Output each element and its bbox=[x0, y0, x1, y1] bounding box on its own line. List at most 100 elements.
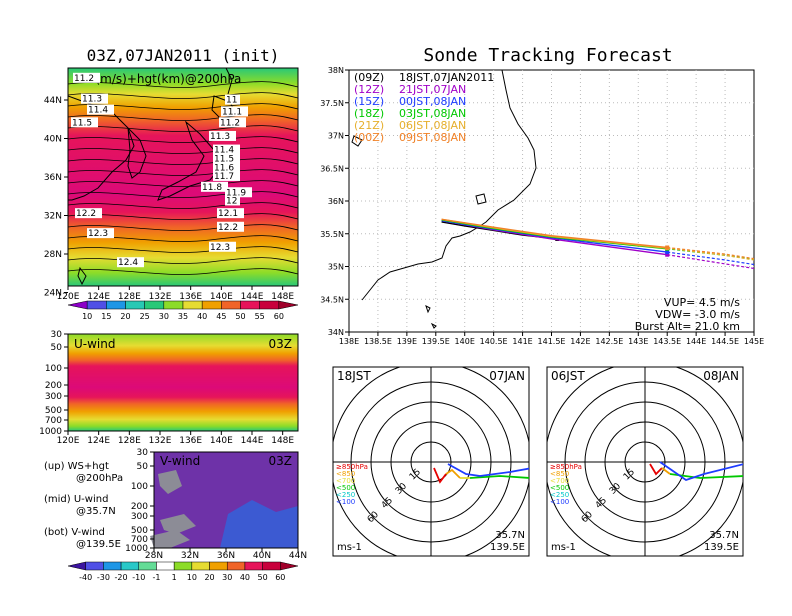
wind-colorbar-cell bbox=[138, 561, 157, 571]
track-lon-tick-label: 139E bbox=[397, 337, 417, 346]
ws-colorbar-label: 50 bbox=[235, 312, 245, 321]
height-contour-line bbox=[68, 136, 298, 143]
track-lon-ticks: 138E 138.5E 139E 139.5E 140E 140.5E 141E 141.5E… bbox=[339, 332, 764, 346]
sado-island bbox=[351, 135, 363, 147]
legend-utc: (09Z) bbox=[354, 71, 384, 84]
wind-colorbar-cell bbox=[120, 561, 140, 571]
map-lat-tick-label: 24N bbox=[44, 289, 62, 299]
uwind-lon-tick-label: 132E bbox=[149, 436, 172, 446]
track-title: Sonde Tracking Forecast bbox=[423, 45, 672, 66]
desc-bot-1: (bot) V-wind bbox=[44, 527, 105, 538]
wind-colorbar-cell bbox=[244, 561, 263, 571]
wind-colorbar-cell bbox=[67, 561, 86, 571]
ws-colorbar-label: 30 bbox=[159, 312, 169, 321]
ws-colorbar-cell bbox=[67, 300, 88, 310]
track-lat-tick-label: 38N bbox=[328, 66, 344, 75]
contour-label: 11.5 bbox=[214, 155, 234, 165]
wind-colorbar-label: -10 bbox=[132, 573, 145, 582]
height-contour-line bbox=[68, 257, 298, 264]
contour-label-bg bbox=[213, 144, 240, 155]
hodograph-trace bbox=[433, 467, 447, 484]
vwind-blob-2 bbox=[160, 514, 196, 534]
contour-label: 11.2 bbox=[220, 118, 240, 128]
uwind-p-tick-label: 200 bbox=[45, 381, 62, 391]
hodograph-legend-label: <850 bbox=[550, 470, 569, 478]
uwind-lon-tick-label: 128E bbox=[118, 436, 141, 446]
uwind-lon-ticks: 120E 124E 128E 132E 136E 140E 144E 148E bbox=[57, 431, 294, 446]
hodograph-lat: 35.7N bbox=[709, 530, 739, 541]
contour-label-bg bbox=[225, 94, 240, 105]
contour-label-bg bbox=[217, 221, 244, 232]
vwind-p-tick-label: 50 bbox=[137, 462, 149, 472]
contour-labels: 11.211.311.411.51111.111.211.311.411.511… bbox=[71, 72, 252, 268]
ws-field bbox=[68, 68, 298, 286]
legend-jst: 03JST,08JAN bbox=[399, 107, 466, 120]
map-lon-tick-label: 120E bbox=[57, 292, 80, 302]
height-contour-line bbox=[68, 246, 298, 253]
ws-colorbar-cell bbox=[259, 300, 280, 310]
height-contour-line bbox=[68, 125, 298, 132]
hodograph-trace bbox=[445, 468, 461, 479]
ws-colorbar-label: 15 bbox=[101, 312, 111, 321]
wind-colorbar-cell bbox=[209, 561, 228, 571]
ws-colorbar-cell bbox=[125, 300, 145, 310]
hodograph-lat: 35.7N bbox=[495, 530, 525, 541]
uwind-p-tick-label: 50 bbox=[51, 343, 63, 353]
hodograph-trace bbox=[659, 461, 743, 481]
hodograph-legend-label: <500 bbox=[336, 484, 355, 492]
contour-label: 11 bbox=[226, 96, 237, 106]
honshu-east-coast bbox=[361, 70, 537, 301]
contour-label: 11.3 bbox=[210, 132, 230, 142]
contour-label: 12.1 bbox=[218, 209, 238, 219]
ws-colorbar-label: 45 bbox=[216, 312, 226, 321]
ws-colorbar-label: 35 bbox=[178, 312, 188, 321]
track-lat-tick-label: 34.5N bbox=[320, 295, 344, 304]
map-lon-tick-label: 132E bbox=[149, 292, 172, 302]
contour-label-bg bbox=[213, 162, 240, 173]
track-lon-tick-label: 144.5E bbox=[711, 337, 739, 346]
hodograph-trace bbox=[649, 463, 663, 476]
map-lon-tick-label: 124E bbox=[87, 292, 110, 302]
height-contour-line bbox=[68, 191, 298, 198]
legend-jst: 00JST,08JAN bbox=[399, 95, 466, 108]
track-lon-tick-label: 140.5E bbox=[480, 337, 508, 346]
track-lon-tick-label: 138E bbox=[339, 337, 359, 346]
wind-colorbar-cell bbox=[226, 561, 246, 571]
height-contour-line bbox=[68, 224, 298, 231]
contour-label-bg bbox=[81, 93, 108, 104]
track-lon-tick-label: 145E bbox=[744, 337, 764, 346]
wind-colorbar-label: 40 bbox=[240, 573, 250, 582]
hodograph-inner bbox=[547, 367, 743, 556]
wind-colorbar-label: 60 bbox=[275, 573, 285, 582]
map-lon-tick-label: 140E bbox=[210, 292, 233, 302]
legend-jst: 21JST,07JAN bbox=[399, 83, 466, 96]
uwind-p-tick-label: 30 bbox=[51, 330, 63, 340]
uwind-p-tick-label: 700 bbox=[45, 416, 62, 426]
vwind-p-tick-label: 300 bbox=[131, 512, 148, 522]
contour-label-bg bbox=[87, 228, 114, 239]
map-lon-tick-label: 148E bbox=[271, 292, 294, 302]
wind-colorbar: -40 -30 -20 -10 -1 1 10 20 30 40 50 60 bbox=[67, 561, 299, 582]
vwind-time: 03Z bbox=[269, 454, 293, 468]
ws-map-label: WS(m/s)+hgt(km)@200hPa bbox=[76, 72, 241, 86]
track-burst-marker bbox=[665, 245, 670, 250]
wind-colorbar-cell bbox=[85, 561, 104, 571]
track-lat-tick-label: 35.5N bbox=[320, 230, 344, 239]
track-lat-tick-label: 36.5N bbox=[320, 164, 344, 173]
vwind-lat-tick-label: 28N bbox=[145, 551, 163, 561]
hodograph-unit: ms-1 bbox=[551, 542, 576, 553]
hodograph-legend-label: <500 bbox=[550, 484, 569, 492]
wind-colorbar-label: -40 bbox=[79, 573, 92, 582]
hodograph-legend-label: ≥850hPa bbox=[550, 463, 582, 471]
track-series-dashed bbox=[667, 246, 754, 260]
track-coastline bbox=[351, 70, 754, 329]
hodograph-legend-label: <100 bbox=[336, 498, 355, 506]
map-lat-tick-label: 28N bbox=[44, 250, 62, 260]
track-lon-tick-label: 143.5E bbox=[653, 337, 681, 346]
vwind-blob-3 bbox=[220, 500, 298, 548]
track-lon-tick-label: 144E bbox=[686, 337, 706, 346]
hodograph-legend-label: <700 bbox=[550, 477, 569, 485]
ws-colorbar-cell bbox=[278, 300, 299, 310]
uwind-lon-tick-label: 148E bbox=[271, 436, 294, 446]
